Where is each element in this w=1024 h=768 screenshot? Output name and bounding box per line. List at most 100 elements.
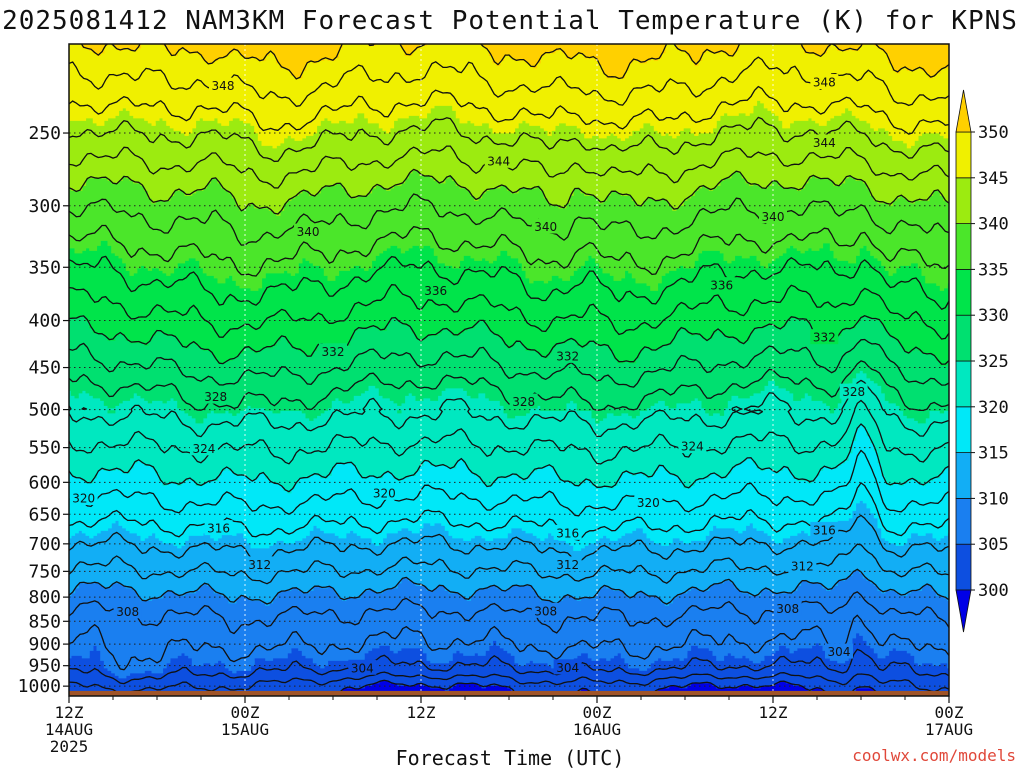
colorbar-swatch [955, 177, 972, 225]
isentrope-label-text: 340 [534, 220, 557, 234]
isentrope-label: 308 [531, 602, 560, 618]
isentrope-label-text: 320 [637, 496, 660, 510]
terrain-fill [69, 690, 949, 696]
isentrope-label: 320 [634, 494, 663, 510]
isentrope-label-bg [773, 600, 802, 616]
y-tick-label: 600 [28, 472, 61, 493]
colorbar-label: 320 [978, 398, 1009, 418]
isentrope-label-text: 344 [487, 154, 510, 168]
credit-link[interactable]: coolwx.com/models [852, 746, 1016, 765]
isentrope-label: 320 [69, 489, 98, 505]
x-tick-label: 16AUG [573, 720, 621, 739]
isentrope-label-bg [707, 277, 736, 293]
y-tick-label: 650 [28, 504, 61, 525]
x-tick-label: 15AUG [221, 720, 269, 739]
x-axis-label: Forecast Time (UTC) [396, 746, 625, 768]
isentrope-314 [69, 514, 949, 563]
isentrope-346 [69, 85, 949, 135]
isentrope-label: 304 [553, 659, 582, 675]
isentrope-label-bg [553, 524, 582, 540]
isentrope-306 [69, 614, 949, 671]
isentrope-340 [69, 168, 949, 215]
isentrope-label-bg [201, 388, 230, 404]
isentrope-label: 308 [113, 603, 142, 619]
isentrope-label-bg [810, 134, 839, 150]
colorbar-arrow-bottom [955, 589, 972, 633]
isentrope-label-text: 312 [248, 558, 271, 572]
x-tick-label: 14AUG [45, 720, 93, 739]
isentrope-label: 328 [839, 383, 868, 399]
isentrope-label-bg [810, 74, 839, 90]
isentrope-label: 324 [678, 438, 707, 454]
isentrope-label: 336 [707, 277, 736, 293]
isentrope-324 [69, 379, 949, 438]
colorbar: 300 305 310 315 320 325 330 335 340 345 350 [955, 89, 1009, 633]
isentrope-label: 324 [189, 440, 218, 456]
isentrope-336 [69, 224, 949, 277]
isentrope-label-text: 316 [207, 522, 230, 536]
colorbar-swatch [955, 497, 972, 545]
isentrope-label-bg [348, 659, 377, 675]
isentrope-label-bg [553, 347, 582, 363]
isentrope-344 [69, 116, 949, 163]
isentrope-label-bg [189, 440, 218, 456]
isentrope-320 [69, 423, 949, 493]
isentrope-label: 348 [810, 74, 839, 90]
colorbar-label: 310 [978, 489, 1009, 509]
isentrope-label: 348 [209, 77, 237, 93]
colorbar-swatch [955, 360, 972, 408]
isentrope-label-text: 348 [813, 76, 836, 90]
y-tick-label: 550 [28, 438, 61, 459]
y-tick-label: 800 [28, 587, 61, 608]
isentrope-label: 320 [370, 484, 399, 500]
isentrope-label-bg [788, 558, 817, 574]
isentrope-label-text: 320 [373, 486, 396, 500]
isentrope-328 [69, 338, 949, 388]
colorbar-label: 325 [978, 352, 1009, 372]
isentrope-label: 344 [810, 134, 839, 150]
isentrope-label: 316 [810, 521, 839, 537]
isentrope-label-bg [69, 489, 98, 505]
isentrope-label-text: 336 [424, 284, 447, 298]
isentrope-label: 344 [484, 152, 513, 168]
isentrope-label-text: 324 [192, 442, 215, 456]
isentrope-label: 316 [553, 524, 582, 540]
colorbar-label: 305 [978, 535, 1009, 555]
theta-band-325-330 [69, 315, 949, 424]
x-tick-label: 00Z [231, 703, 260, 722]
y-tick-label: 350 [28, 257, 61, 278]
y-tick-label: 300 [28, 196, 61, 217]
isentrope-label: 340 [531, 218, 560, 234]
x-tick-label: 00Z [583, 703, 612, 722]
isentrope-label-bg [634, 494, 663, 510]
theta-band-315-320 [69, 425, 949, 551]
isentrope-label-text: 348 [212, 79, 235, 93]
isentrope-label-text: 332 [813, 331, 836, 345]
isentrope-label-text: 328 [204, 390, 227, 404]
isentrope-label: 312 [788, 558, 817, 574]
isentrope-lines [69, 44, 949, 696]
isentrope-label-bg [209, 77, 237, 93]
isentrope-label-bg [759, 208, 787, 224]
colorbar-swatch [955, 223, 972, 270]
isentrope-label: 304 [825, 643, 853, 659]
isentrope-label-text: 336 [710, 279, 733, 293]
isentrope-label-bg [553, 556, 582, 572]
isentrope-label-bg [370, 484, 399, 500]
y-tick-label: 900 [28, 634, 61, 655]
y-tick-label: 500 [28, 400, 61, 421]
colorbar-swatch [955, 268, 972, 316]
y-tick-label: 400 [28, 311, 61, 332]
isentrope-342 [69, 145, 949, 189]
colorbar-swatch [955, 406, 972, 453]
isentrope-label: 340 [294, 223, 323, 239]
isentrope-348 [69, 56, 949, 107]
isentrope-label-text: 304 [351, 661, 374, 675]
isentrope-label-text: 304 [828, 645, 851, 659]
isentrope-316 [69, 482, 949, 541]
isentrope-label-bg [421, 282, 450, 298]
colorbar-swatch [955, 543, 972, 591]
isentrope-label-text: 320 [72, 491, 95, 505]
isentrope-label-text: 312 [556, 558, 579, 572]
